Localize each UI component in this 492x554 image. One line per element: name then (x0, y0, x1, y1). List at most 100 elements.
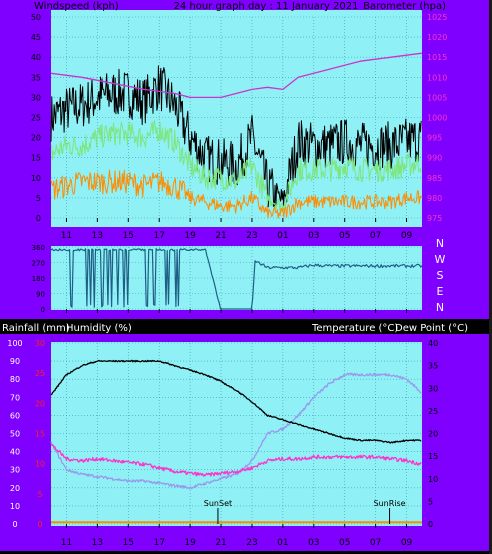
rain-ytick: 25 (35, 369, 45, 378)
temp-ytick: 20 (428, 430, 438, 439)
wind-ytick-right: 985 (427, 174, 442, 183)
compass-label: W (435, 253, 446, 266)
grid-lines (51, 16, 422, 525)
wind-ytick-right: 1025 (427, 13, 447, 22)
humidity-ytick: 80 (10, 375, 20, 384)
direction-ytick: 270 (32, 260, 45, 268)
wind-xtick-label: 01 (277, 231, 288, 241)
temp-xtick-label: 09 (401, 538, 413, 548)
temp-xtick-label: 13 (92, 538, 103, 548)
direction-line (50, 248, 423, 310)
temp-xtick-label: 21 (215, 538, 226, 548)
wind-xtick-label: 15 (123, 231, 134, 241)
humidity-ytick: 90 (10, 357, 20, 366)
rain-ytick: 20 (35, 399, 45, 408)
plot-temp (51, 342, 422, 526)
temperature-line (50, 359, 422, 444)
wind-title: 24 hour graph day : 11 January 2021 (174, 1, 359, 12)
wind-ytick-left: 30 (31, 93, 41, 102)
temp-xtick-label: 17 (153, 538, 164, 548)
plot-wind (51, 10, 422, 227)
rain-ytick: 0 (37, 520, 42, 529)
rain-ytick: 30 (35, 339, 45, 348)
wind-ytick-left: 35 (31, 73, 41, 82)
temperature-ylabel: Temperature (°C) (311, 323, 398, 334)
wind-ytick-left: 0 (36, 214, 41, 223)
wind-xtick-label: 03 (308, 231, 319, 241)
temp-ytick: 10 (428, 475, 438, 484)
dewpoint-ylabel: Dew Point (°C) (395, 323, 468, 334)
wind-ytick-right: 1000 (427, 114, 447, 123)
annotation-label: SunSet (204, 499, 232, 508)
rain-ytick: 10 (35, 460, 45, 469)
direction-ytick: 0 (41, 306, 45, 314)
temp-ytick: 25 (428, 407, 438, 416)
wind-ytick-left: 50 (31, 13, 41, 22)
wind-gust-line (50, 65, 422, 208)
wind-speed-line (50, 169, 423, 219)
data-series (50, 52, 423, 524)
direction-ytick: 90 (36, 291, 45, 299)
annotation-label: SunRise (373, 499, 405, 508)
humidity-ylabel: Humidity (%) (66, 323, 132, 334)
temp-ytick: 5 (428, 497, 433, 506)
wind-ytick-right: 1005 (427, 93, 447, 102)
barometer-line (50, 52, 423, 99)
wind-average-line (50, 119, 422, 212)
humidity-ytick: 30 (10, 466, 20, 475)
humidity-ytick: 40 (10, 448, 20, 457)
rain-ylabel: Rainfall (mm) (2, 323, 70, 334)
wind-ylabel-right: Barometer (hpa) (363, 1, 446, 12)
humidity-ytick: 60 (10, 411, 20, 420)
compass-label: S (437, 269, 444, 282)
wind-ytick-left: 40 (31, 53, 41, 62)
humidity-line (50, 444, 422, 477)
wind-xtick-label: 23 (246, 231, 257, 241)
wind-xtick-label: 09 (401, 231, 413, 241)
humidity-ytick: 0 (12, 520, 17, 529)
humidity-ytick: 10 (10, 502, 20, 511)
rain-ytick: 5 (37, 490, 42, 499)
rain-ytick: 15 (35, 430, 45, 439)
temp-xtick-label: 19 (184, 538, 196, 548)
wind-ytick-left: 25 (31, 114, 41, 123)
temp-ytick: 15 (428, 452, 438, 461)
temp-xtick-label: 07 (370, 538, 381, 548)
temp-xtick-label: 03 (308, 538, 319, 548)
temp-xtick-label: 11 (61, 538, 72, 548)
wind-ylabel-left: Windspeed (kph) (34, 1, 119, 12)
wind-ytick-left: 10 (31, 174, 41, 183)
wind-ytick-right: 1010 (427, 73, 447, 82)
wind-ytick-right: 995 (427, 134, 442, 143)
wind-xtick-label: 07 (370, 231, 381, 241)
label-strip (0, 319, 489, 334)
wind-xtick-label: 21 (215, 231, 226, 241)
wind-ytick-left: 45 (31, 33, 41, 42)
wind-xtick-label: 11 (61, 231, 72, 241)
compass-label: N (436, 301, 444, 314)
compass-label: N (436, 237, 444, 250)
temp-xtick-label: 05 (339, 538, 350, 548)
temp-xtick-label: 15 (123, 538, 134, 548)
temp-ytick: 40 (428, 339, 438, 348)
humidity-ytick: 50 (10, 430, 20, 439)
temp-ytick: 35 (428, 362, 438, 371)
temp-xtick-label: 23 (246, 538, 257, 548)
wind-xtick-label: 17 (153, 231, 164, 241)
wind-ytick-right: 1015 (427, 53, 447, 62)
wind-xtick-label: 19 (184, 231, 196, 241)
wind-ytick-right: 975 (427, 214, 442, 223)
humidity-ytick: 100 (7, 339, 22, 348)
wind-ytick-left: 20 (31, 134, 41, 143)
wind-ytick-right: 990 (427, 154, 442, 163)
wind-ytick-right: 980 (427, 194, 442, 203)
wind-ytick-right: 1020 (427, 33, 447, 42)
wind-ytick-left: 5 (36, 194, 41, 203)
annotations: SunSet SunRise (204, 499, 406, 524)
window-right-edge (489, 0, 492, 554)
temp-xtick-label: 01 (277, 538, 288, 548)
humidity-ytick: 20 (10, 484, 20, 493)
